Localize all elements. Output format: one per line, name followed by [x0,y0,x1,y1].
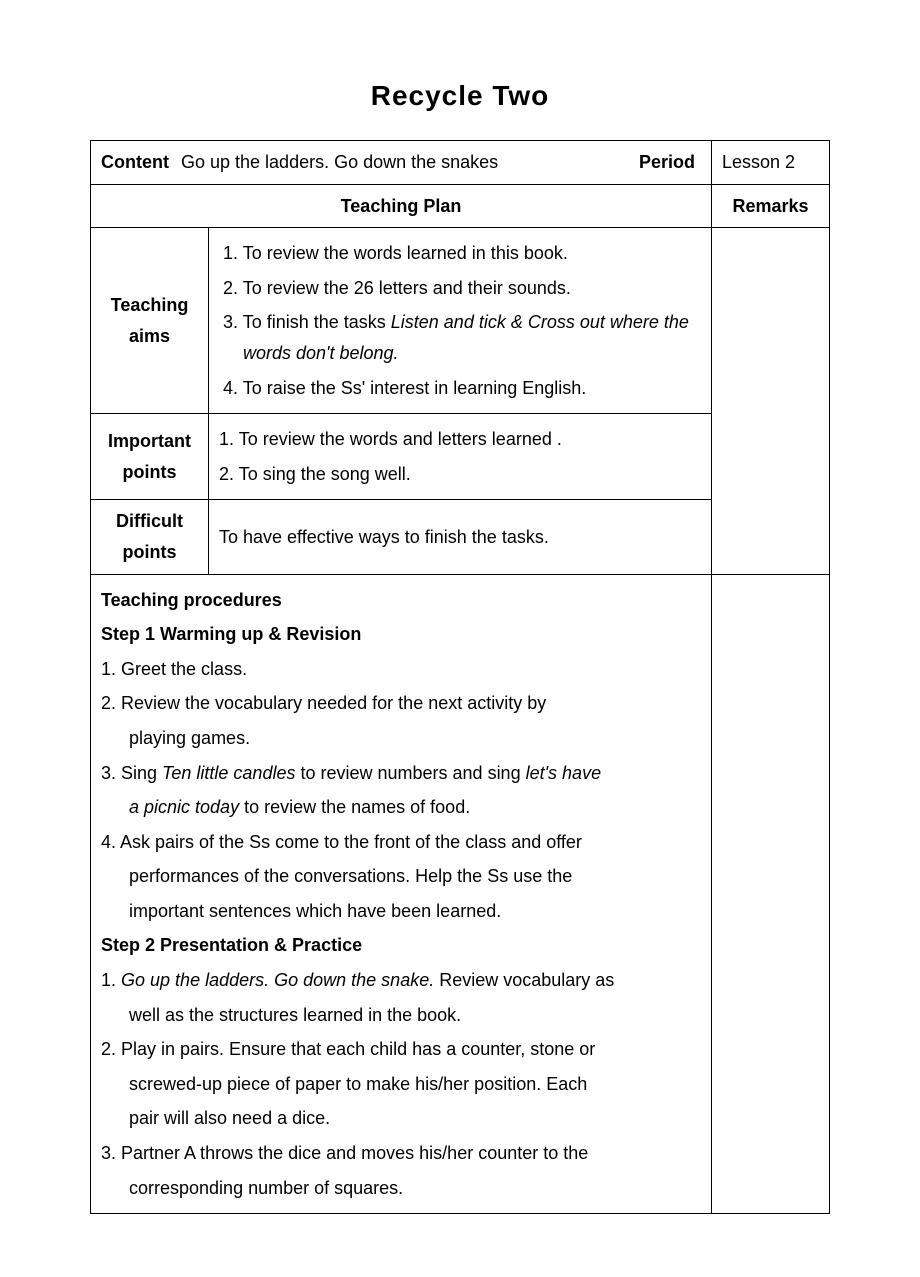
aim-item: 3. To finish the tasks Listen and tick &… [219,307,701,368]
procedures-content: Teaching procedures Step 1 Warming up & … [91,574,712,1214]
important-label: Important points [91,414,209,500]
step1-item: 3. Sing Ten little candles to review num… [101,758,701,789]
aim-item: 1. To review the words learned in this b… [219,238,701,269]
aim-item: 2. To review the 26 letters and their so… [219,273,701,304]
content-label: Content [101,147,169,178]
important-item: 2. To sing the song well. [219,459,701,490]
period-label: Period [639,147,695,178]
important-content: 1. To review the words and letters learn… [209,414,712,500]
step2-item: pair will also need a dice. [101,1103,701,1134]
step1-item: important sentences which have been lear… [101,896,701,927]
lesson-plan-page: Recycle Two Content Go up the ladders. G… [0,0,920,1277]
procedures-heading: Teaching procedures [101,585,701,616]
lesson-plan-table: Content Go up the ladders. Go down the s… [90,140,830,1214]
plan-header-row: Teaching Plan Remarks [91,184,830,228]
step2-item: 1. Go up the ladders. Go down the snake.… [101,965,701,996]
aim-item: 4. To raise the Ss' interest in learning… [219,373,701,404]
content-value: Go up the ladders. Go down the snakes [181,147,498,178]
step1-item: 4. Ask pairs of the Ss come to the front… [101,827,701,858]
step1-item: playing games. [101,723,701,754]
teaching-plan-label: Teaching Plan [91,184,712,228]
aims-row: Teaching aims 1. To review the words lea… [91,228,830,414]
period-value: Lesson 2 [712,141,830,185]
difficult-content: To have effective ways to finish the tas… [209,500,712,574]
step2-item: 2. Play in pairs. Ensure that each child… [101,1034,701,1065]
difficult-label: Difficult points [91,500,209,574]
remarks-cell-lower [712,574,830,1214]
step1-item: 2. Review the vocabulary needed for the … [101,688,701,719]
step1-item: 1. Greet the class. [101,654,701,685]
step2-item: 3. Partner A throws the dice and moves h… [101,1138,701,1169]
important-item: 1. To review the words and letters learn… [219,424,701,455]
page-title: Recycle Two [90,80,830,112]
step2-title: Step 2 Presentation & Practice [101,930,701,961]
step2-item: well as the structures learned in the bo… [101,1000,701,1031]
aims-label: Teaching aims [91,228,209,414]
step1-title: Step 1 Warming up & Revision [101,619,701,650]
content-cell: Content Go up the ladders. Go down the s… [91,141,712,185]
remarks-cell-upper [712,228,830,574]
step1-item: a picnic today to review the names of fo… [101,792,701,823]
step2-item: corresponding number of squares. [101,1173,701,1204]
header-row: Content Go up the ladders. Go down the s… [91,141,830,185]
procedures-row: Teaching procedures Step 1 Warming up & … [91,574,830,1214]
step1-item: performances of the conversations. Help … [101,861,701,892]
step2-item: screwed-up piece of paper to make his/he… [101,1069,701,1100]
aims-content: 1. To review the words learned in this b… [209,228,712,414]
remarks-label: Remarks [712,184,830,228]
